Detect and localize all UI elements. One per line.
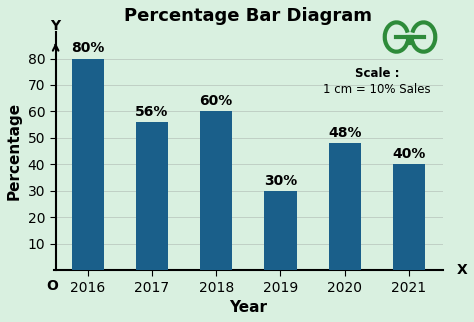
Text: X: X bbox=[457, 263, 468, 277]
Bar bbox=[200, 111, 232, 270]
X-axis label: Year: Year bbox=[229, 300, 267, 315]
Bar bbox=[264, 191, 297, 270]
Text: Scale :: Scale : bbox=[355, 67, 399, 80]
Text: 60%: 60% bbox=[200, 94, 233, 108]
Text: 48%: 48% bbox=[328, 126, 362, 140]
Bar bbox=[328, 143, 361, 270]
Title: Percentage Bar Diagram: Percentage Bar Diagram bbox=[124, 7, 373, 25]
Y-axis label: Percentage: Percentage bbox=[7, 102, 22, 200]
Bar bbox=[136, 122, 168, 270]
Bar bbox=[393, 164, 425, 270]
Text: 56%: 56% bbox=[135, 105, 169, 119]
Text: 80%: 80% bbox=[71, 41, 104, 55]
Text: O: O bbox=[46, 279, 58, 293]
Text: Y: Y bbox=[51, 19, 61, 33]
Text: 1 cm = 10% Sales: 1 cm = 10% Sales bbox=[323, 82, 430, 96]
Text: 30%: 30% bbox=[264, 174, 297, 188]
Bar bbox=[72, 59, 104, 270]
Text: 40%: 40% bbox=[392, 147, 426, 161]
